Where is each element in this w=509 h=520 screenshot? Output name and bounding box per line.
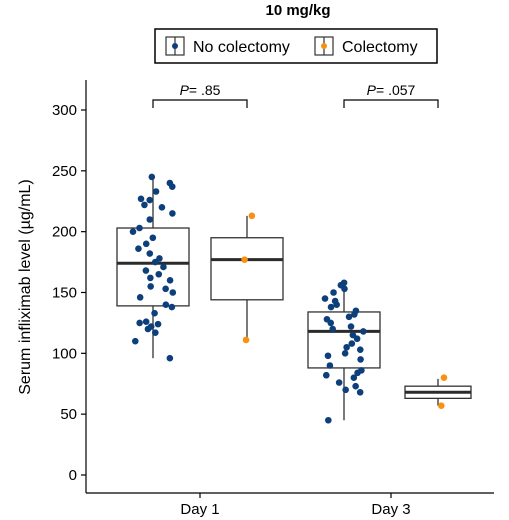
plot-area: 0 50 100 150 200 250 300 Day 1 Day 3 P= .85 P= .05… [52, 82, 472, 518]
data-point [146, 216, 154, 223]
data-point [156, 255, 163, 262]
data-point [343, 343, 350, 351]
y-tick-label: 300 [52, 102, 77, 119]
data-point [152, 329, 159, 336]
legend-label-colectomy: Colectomy [342, 39, 418, 56]
data-point [349, 331, 357, 339]
x-tick-label: Day 1 [180, 501, 219, 518]
data-point [331, 297, 339, 305]
data-point [166, 179, 174, 187]
x-tick-label: Day 3 [371, 501, 410, 518]
p-value-annotation: P= .85 [180, 82, 221, 98]
chart-title: 10 mg/kg [265, 2, 330, 19]
y-tick-label: 150 [52, 284, 77, 301]
data-point [322, 371, 330, 379]
data-point [356, 346, 364, 353]
y-axis-label: Serum infliximab level (µg/mL) [17, 179, 34, 395]
data-point [329, 325, 336, 333]
box-rect [210, 237, 284, 301]
data-point [347, 323, 355, 330]
data-point [162, 285, 169, 293]
significance-bracket [343, 99, 439, 108]
data-point [323, 315, 331, 323]
legend: No colectomy Colectomy [154, 28, 438, 64]
data-point [142, 318, 150, 325]
p-value-annotation: P= .057 [367, 82, 416, 98]
data-point [135, 245, 142, 252]
data-point [345, 313, 353, 321]
data-point [330, 289, 337, 296]
data-point [151, 309, 158, 317]
data-point [154, 320, 162, 328]
data-point [242, 336, 250, 344]
data-point [437, 402, 445, 409]
y-tick-label: 100 [52, 345, 77, 362]
data-point [155, 270, 163, 278]
box-rect [116, 227, 190, 307]
legend-key-colectomy [314, 36, 334, 56]
data-point [340, 279, 348, 287]
data-point [169, 210, 176, 217]
legend-key-no-colectomy [165, 36, 185, 56]
data-point [142, 240, 150, 248]
data-point [335, 379, 343, 386]
y-tick-label: 200 [52, 224, 77, 241]
legend-box [154, 28, 438, 64]
data-point [327, 303, 335, 311]
data-point [356, 388, 364, 396]
data-point [342, 386, 349, 394]
data-point [136, 319, 143, 327]
data-point [350, 374, 358, 381]
data-point [129, 228, 137, 235]
data-point [149, 234, 157, 242]
data-point [158, 204, 166, 211]
significance-bracket [152, 99, 248, 108]
data-point [136, 294, 144, 301]
data-point [131, 337, 139, 345]
box-rect [307, 311, 381, 369]
data-point [348, 340, 356, 347]
box-colectomy [210, 215, 284, 340]
data-point [248, 212, 256, 220]
data-point [360, 328, 367, 335]
data-point [137, 195, 145, 203]
data-point [326, 362, 334, 369]
legend-label-no-colectomy: No colectomy [193, 39, 290, 56]
data-point [169, 289, 177, 296]
data-point [352, 382, 359, 390]
data-point [146, 250, 154, 257]
y-tick-label: 250 [52, 163, 77, 180]
data-point [147, 323, 155, 330]
data-point [147, 283, 154, 290]
data-point [160, 263, 167, 271]
y-tick-label: 0 [69, 467, 77, 484]
data-point [358, 367, 365, 374]
data-point [148, 173, 156, 181]
data-point [136, 224, 143, 232]
data-point [166, 354, 174, 362]
y-tick-label: 50 [60, 406, 77, 423]
data-point [146, 196, 154, 204]
data-point [162, 301, 170, 308]
data-point [152, 188, 160, 195]
data-point [147, 274, 154, 282]
data-point [440, 374, 448, 381]
data-point [357, 356, 364, 363]
data-point [341, 350, 349, 357]
data-point [352, 307, 360, 315]
data-point [141, 201, 148, 209]
data-point [166, 277, 174, 284]
data-point [168, 303, 176, 311]
data-point [241, 256, 248, 263]
box-no-colectomy [307, 282, 381, 421]
data-point [142, 267, 150, 274]
data-point [324, 352, 332, 360]
data-point [321, 295, 329, 302]
data-point [325, 416, 332, 424]
box-colectomy [404, 378, 472, 406]
